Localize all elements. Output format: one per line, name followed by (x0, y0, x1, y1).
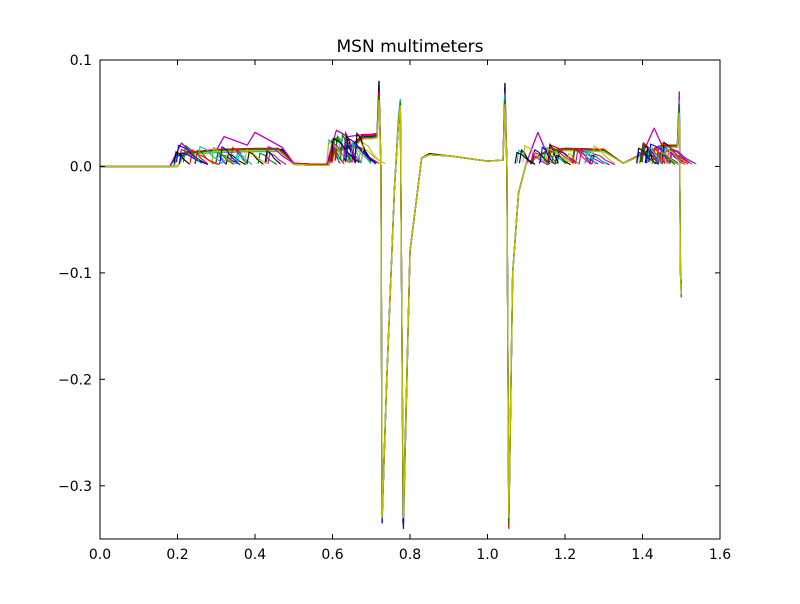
x-tick-label: 0.0 (89, 547, 111, 563)
dense-trace (215, 152, 235, 165)
dense-trace (173, 151, 191, 165)
x-tick-label: 0.4 (244, 547, 266, 563)
dense-trace (219, 145, 239, 164)
dense-trace (329, 145, 341, 164)
x-tick-label: 0.2 (166, 547, 188, 563)
dense-trace (639, 147, 656, 165)
dense-trace (326, 141, 353, 164)
dense-trace (234, 152, 248, 165)
x-axis: 0.0 0.2 0.4 0.6 0.8 1.0 1.2 1.4 1.6 (89, 60, 731, 563)
dense-trace (211, 148, 236, 165)
dense-trace (257, 152, 278, 165)
dense-trace (178, 152, 208, 165)
x-tick-label: 1.4 (631, 547, 653, 563)
dense-trace (575, 148, 605, 165)
dense-trace (530, 154, 548, 166)
dense-trace (345, 137, 375, 163)
dense-trace (230, 146, 249, 165)
x-tick-label: 0.8 (399, 547, 421, 563)
x-tick-label: 1.6 (709, 547, 731, 563)
dense-trace (584, 150, 608, 165)
dense-trace (182, 144, 203, 164)
dense-trace (189, 149, 209, 165)
x-tick-label: 0.6 (321, 547, 343, 563)
dense-trace (331, 149, 345, 165)
dense-trace (360, 141, 382, 164)
chart-title: MSN multimeters (336, 37, 483, 57)
dense-trace (353, 144, 377, 164)
x-tick-label: 1.0 (476, 547, 498, 563)
dense-trace (659, 142, 690, 164)
series-layer (100, 80, 697, 530)
dense-trace (551, 147, 567, 165)
x-tick-label: 1.2 (554, 547, 576, 563)
y-tick-label: −0.2 (58, 372, 92, 388)
dense-trace (330, 137, 360, 163)
dense-trace (354, 132, 372, 162)
dense-trace (646, 146, 662, 164)
y-tick-label: −0.1 (58, 266, 92, 282)
y-axis: 0.1 0.0 −0.1 −0.2 −0.3 (58, 53, 720, 495)
dense-trace (265, 145, 295, 164)
dense-trace (543, 146, 558, 165)
dense-trace (657, 152, 679, 165)
dense-trace (591, 153, 616, 166)
y-tick-label: −0.3 (58, 479, 92, 495)
dense-trace (194, 153, 220, 166)
dense-trace (584, 149, 597, 165)
dense-trace (337, 137, 349, 163)
dense-trace (225, 153, 246, 166)
dense-trace (514, 151, 536, 165)
dense-trace (267, 152, 287, 165)
dense-trace (264, 150, 282, 165)
dense-trace (578, 150, 593, 165)
dense-trace (246, 151, 264, 165)
dense-trace (667, 149, 685, 165)
dense-trace (244, 149, 268, 165)
y-tick-label: 0.1 (70, 53, 92, 69)
y-tick-label: 0.0 (70, 159, 92, 175)
dense-trace (236, 153, 253, 166)
dense-trace (197, 145, 224, 164)
dense-trace (566, 152, 580, 165)
series-line-7 (100, 99, 682, 519)
dense-trace (539, 146, 555, 164)
dense-trace (591, 145, 615, 164)
dense-trace (343, 139, 361, 163)
